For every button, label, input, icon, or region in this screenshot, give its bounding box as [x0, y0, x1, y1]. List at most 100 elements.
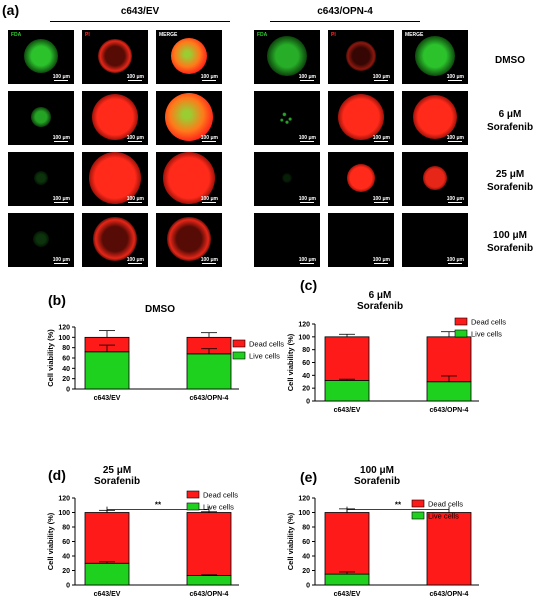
cell-spheroid	[31, 107, 51, 127]
microscopy-tile: 100 μm	[8, 91, 74, 145]
scale-bar-label: 100 μm	[372, 196, 390, 202]
legend-label-dead: Dead cells	[249, 340, 284, 349]
y-axis-label: Cell viability (%)	[46, 329, 55, 387]
cell-spheroid	[274, 104, 300, 130]
cell-spheroid	[34, 171, 48, 185]
legend-swatch-dead	[186, 490, 200, 499]
scale-bar-label: 100 μm	[52, 74, 70, 80]
scale-bar-line	[202, 202, 217, 203]
y-tick-label: 40	[302, 554, 310, 561]
chart-title: 6 μM	[369, 290, 392, 301]
scale-bar-label: 100 μm	[200, 74, 218, 80]
cell-spheroid	[89, 152, 141, 204]
scale-bar: 100 μm	[201, 135, 218, 142]
scale-bar-label: 100 μm	[446, 257, 464, 263]
x-tick-label: c643/OPN-4	[190, 591, 229, 598]
microscopy-tile: 100 μm	[82, 91, 148, 145]
scale-bar-line	[448, 141, 463, 142]
scale-bar-label: 100 μm	[298, 74, 316, 80]
bar-dead	[84, 512, 130, 564]
bar-dead	[426, 336, 472, 383]
x-tick-label: c643/EV	[334, 591, 361, 598]
y-tick-label: 80	[302, 525, 310, 532]
group-title-opn4: c643/OPN-4	[317, 6, 373, 17]
cell-spheroid	[163, 152, 215, 204]
scale-bar-line	[128, 202, 143, 203]
microscopy-tile: FDA 100 μm	[254, 30, 320, 84]
legend-label-dead: Dead cells	[203, 491, 238, 500]
legend-swatch-dead	[232, 339, 246, 348]
microscopy-tile: 100 μm	[156, 91, 222, 145]
scale-bar-label: 100 μm	[298, 196, 316, 202]
scale-bar-line	[300, 141, 315, 142]
panel-letter: (b)	[48, 292, 66, 308]
scale-bar-label: 100 μm	[372, 135, 390, 141]
legend-swatch-dead	[454, 317, 468, 326]
group-line-ev	[50, 21, 230, 22]
scale-bar-line	[128, 80, 143, 81]
cell-spheroid	[347, 164, 375, 192]
bar-live	[186, 575, 232, 586]
scale-bar-line	[54, 263, 69, 264]
scale-bar-line	[128, 141, 143, 142]
significance-label: **	[155, 501, 162, 510]
bar-live	[426, 381, 472, 402]
scale-bar-line	[374, 141, 389, 142]
x-tick-label: c643/EV	[334, 407, 361, 414]
y-tick-label: 40	[62, 554, 70, 561]
scale-bar-line	[54, 141, 69, 142]
bar-dead	[324, 512, 370, 575]
legend-label-dead: Dead cells	[428, 500, 463, 509]
scale-bar: 100 μm	[127, 135, 144, 142]
scale-bar: 100 μm	[127, 257, 144, 264]
channel-label: FDA	[11, 32, 22, 38]
microscopy-tile: 100 μm	[254, 91, 320, 145]
chart-subtitle: Sorafenib	[357, 301, 403, 312]
scale-bar-label: 100 μm	[446, 135, 464, 141]
microscopy-tile: 100 μm	[402, 213, 468, 267]
scale-bar: 100 μm	[447, 196, 464, 203]
scale-bar-label: 100 μm	[52, 196, 70, 202]
scale-bar: 100 μm	[201, 74, 218, 81]
cell-spheroid	[165, 93, 213, 141]
scale-bar-label: 100 μm	[200, 196, 218, 202]
y-tick-label: 0	[66, 583, 70, 590]
y-tick-label: 60	[302, 539, 310, 546]
scale-bar: 100 μm	[447, 135, 464, 142]
microscopy-tile: 100 μm	[402, 152, 468, 206]
bar-live	[186, 353, 232, 390]
cell-spheroid	[338, 94, 384, 140]
y-tick-label: 100	[298, 334, 310, 341]
microscopy-tile: 100 μm	[8, 152, 74, 206]
y-tick-label: 40	[302, 373, 310, 380]
y-tick-label: 80	[62, 345, 70, 352]
cell-spheroid	[415, 36, 455, 76]
legend-label-dead: Dead cells	[471, 318, 506, 327]
legend-swatch-live	[232, 351, 246, 360]
y-tick-label: 100	[58, 510, 70, 517]
x-tick-label: c643/OPN-4	[430, 591, 469, 598]
scale-bar: 100 μm	[299, 74, 316, 81]
scale-bar: 100 μm	[127, 74, 144, 81]
legend-label-live: Live cells	[471, 330, 502, 339]
scale-bar: 100 μm	[373, 196, 390, 203]
y-tick-label: 20	[62, 568, 70, 575]
microscopy-tile: FDA 100 μm	[8, 30, 74, 84]
bar-dead	[324, 336, 370, 381]
scale-bar-label: 100 μm	[126, 257, 144, 263]
y-axis-label: Cell viability (%)	[286, 512, 295, 570]
y-tick-label: 0	[306, 583, 310, 590]
condition-label-6um: 6 μM Sorafenib	[486, 109, 534, 133]
microscopy-tile: 100 μm	[328, 213, 394, 267]
legend-label-live: Live cells	[428, 512, 459, 521]
x-tick-label: c643/EV	[94, 395, 121, 402]
scale-bar-line	[54, 80, 69, 81]
scale-bar-label: 100 μm	[200, 257, 218, 263]
scale-bar: 100 μm	[299, 257, 316, 264]
y-tick-label: 120	[58, 496, 70, 503]
y-tick-label: 120	[298, 496, 310, 503]
scale-bar-label: 100 μm	[52, 257, 70, 263]
scale-bar-label: 100 μm	[298, 257, 316, 263]
scale-bar: 100 μm	[201, 196, 218, 203]
scale-bar-line	[300, 202, 315, 203]
